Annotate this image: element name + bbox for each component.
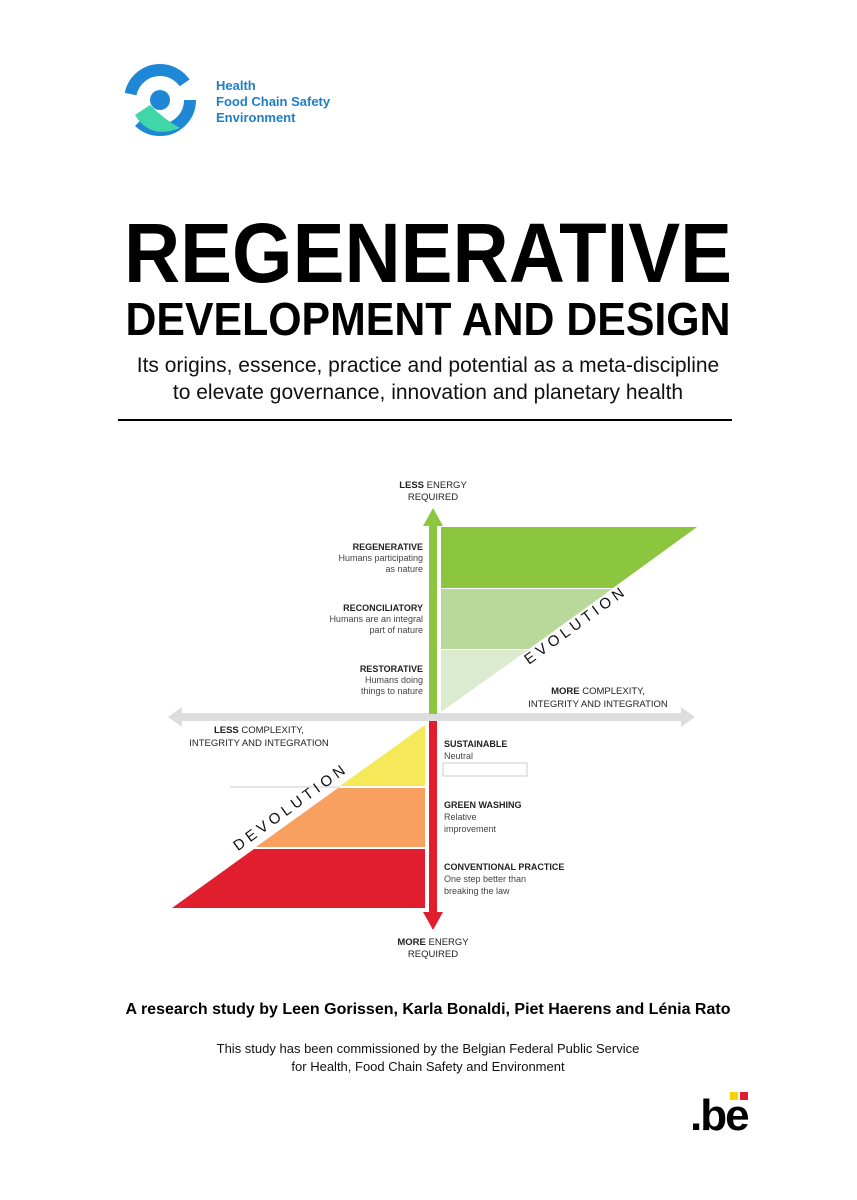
band (172, 849, 425, 908)
level-desc: Humans participating (338, 553, 423, 563)
axis-label: LESS COMPLEXITY, (214, 725, 304, 736)
label-bold: LESS (399, 480, 424, 491)
level-desc: as nature (385, 564, 423, 574)
level-desc: improvement (444, 824, 497, 834)
axis-label: INTEGRITY AND INTEGRATION (189, 738, 329, 749)
arrowhead (168, 707, 182, 727)
label-bold: MORE (397, 937, 426, 948)
level-name: REGENERATIVE (353, 542, 423, 552)
commission: for Health, Food Chain Safety and Enviro… (291, 1059, 565, 1074)
label-text: ENERGY (427, 480, 468, 491)
logo: Health Food Chain Safety Environment (124, 64, 331, 136)
title: DEVELOPMENT AND DESIGN (126, 293, 731, 345)
logo-text: Food Chain Safety (216, 94, 331, 109)
level-desc: Humans are an integral (329, 614, 423, 624)
axis-label: INTEGRITY AND INTEGRATION (528, 699, 668, 710)
box (442, 762, 528, 777)
logo-text: Health (216, 78, 256, 93)
level-desc: things to nature (361, 686, 423, 696)
diagram: LESS ENERGY REQUIRED MORE ENERGY REQUIRE… (168, 480, 697, 960)
level-desc: One step better than (444, 874, 526, 884)
band (340, 725, 425, 786)
level-name: GREEN WASHING (444, 800, 522, 810)
level-desc: breaking the law (444, 886, 510, 896)
level-desc: Neutral (444, 751, 473, 761)
band (256, 788, 425, 847)
authors: A research study by Leen Gorissen, Karla… (126, 1001, 731, 1018)
level-name: SUSTAINABLE (444, 739, 507, 749)
be-flag (740, 1092, 748, 1100)
be-flag (730, 1092, 738, 1100)
arrowhead (423, 508, 443, 526)
label-bold: MORE (551, 686, 580, 697)
label-text: COMPLEXITY, (241, 725, 304, 736)
level-name: RECONCILIATORY (343, 603, 423, 613)
level-desc: Relative (444, 812, 477, 822)
level-name: RESTORATIVE (360, 664, 423, 674)
logo-text: Environment (216, 110, 296, 125)
axis (180, 713, 684, 721)
subtitle: Its origins, essence, practice and poten… (137, 354, 719, 377)
label-text: COMPLEXITY, (582, 686, 645, 697)
band (441, 650, 528, 712)
axis (429, 524, 437, 714)
axis-label: REQUIRED (408, 492, 458, 503)
band (441, 527, 697, 588)
band (441, 589, 612, 649)
logo-leaf (135, 105, 180, 132)
level-name: CONVENTIONAL PRACTICE (444, 862, 564, 872)
subtitle: to elevate governance, innovation and pl… (173, 381, 683, 404)
arrowhead (681, 707, 695, 727)
title: REGENERATIVE (124, 206, 732, 300)
logo-dot (150, 90, 170, 110)
axis (429, 721, 437, 913)
axis-label: MORE ENERGY (397, 937, 469, 948)
be-logo: .be (690, 1091, 748, 1140)
arrowhead (423, 912, 443, 930)
label-text: ENERGY (429, 937, 470, 948)
axis-label: LESS ENERGY (399, 480, 467, 491)
axis-label: MORE COMPLEXITY, (551, 686, 645, 697)
commission: This study has been commissioned by the … (217, 1041, 640, 1056)
label-bold: LESS (214, 725, 239, 736)
axis-label: REQUIRED (408, 949, 458, 960)
level-desc: Humans doing (365, 675, 423, 685)
level-desc: part of nature (369, 625, 423, 635)
